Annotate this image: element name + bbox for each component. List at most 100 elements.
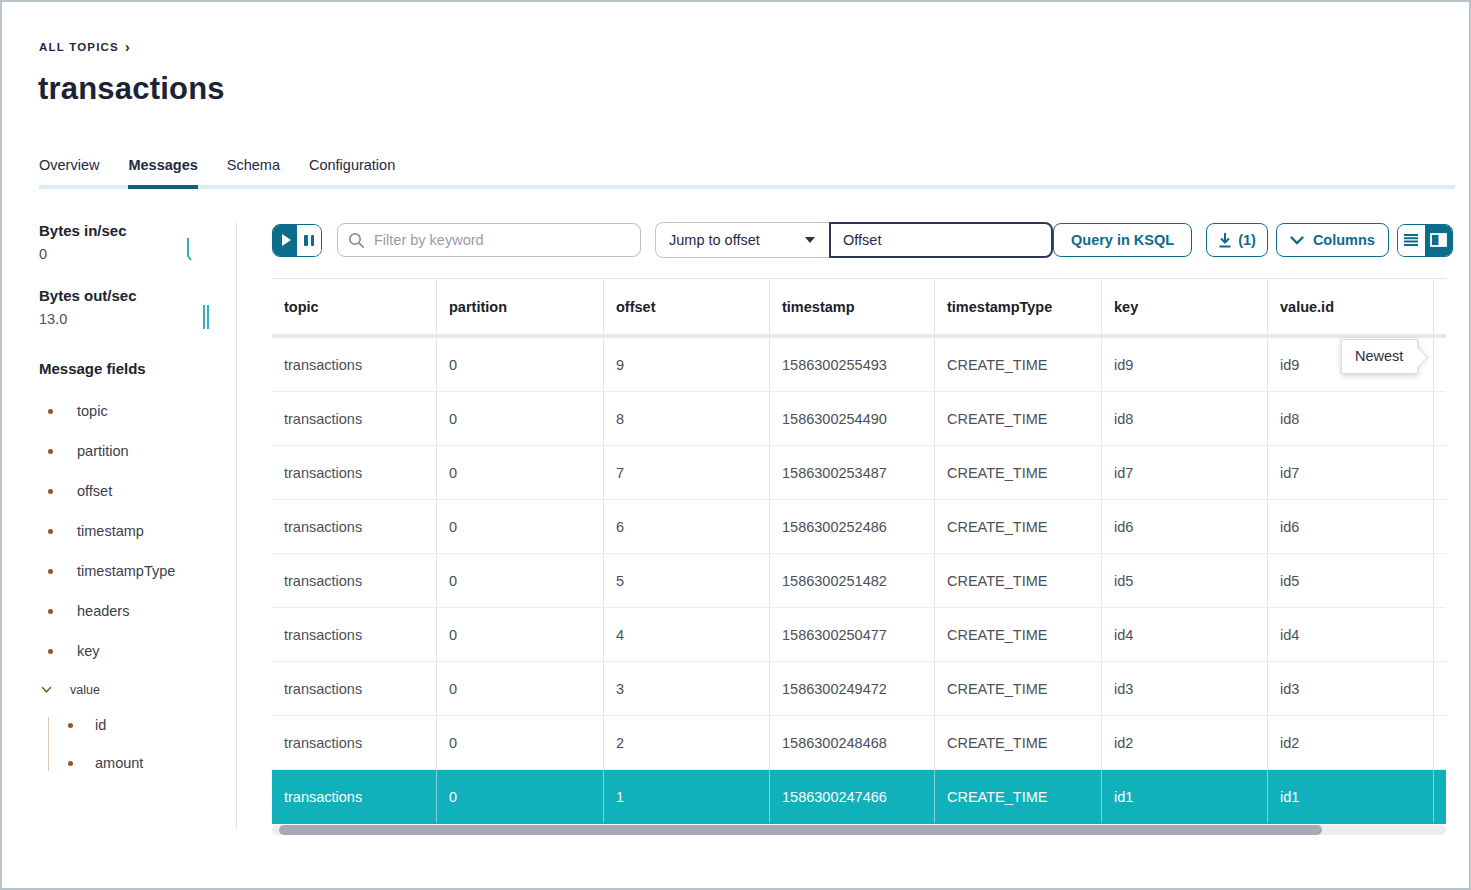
sidebar-field-timestamptype[interactable]: timestampType	[39, 563, 236, 579]
list-view-icon	[1403, 233, 1419, 247]
table-cell-stub	[1434, 446, 1446, 499]
sidebar-field-label: topic	[77, 403, 108, 419]
download-count: (1)	[1238, 232, 1256, 248]
sidebar-field-amount[interactable]: amount	[60, 755, 236, 771]
horizontal-scrollbar-track[interactable]	[272, 825, 1446, 835]
table-row[interactable]: transactions071586300253487CREATE_TIMEid…	[272, 446, 1446, 500]
view-mode-toggle	[1397, 224, 1453, 257]
table-cell: 1586300251482	[770, 554, 935, 607]
columns-button[interactable]: Columns	[1276, 223, 1389, 257]
sidebar-field-label: value	[70, 683, 100, 697]
table-cell-stub	[1434, 608, 1446, 661]
tab-configuration[interactable]: Configuration	[309, 157, 395, 185]
tab-bar: Overview Messages Schema Configuration	[39, 157, 1455, 189]
split-view-button[interactable]	[1425, 225, 1452, 256]
table-cell: transactions	[272, 662, 437, 715]
sidebar-field-headers[interactable]: headers	[39, 603, 236, 619]
table-cell-stub	[1434, 338, 1446, 391]
table-cell: 3	[604, 662, 770, 715]
table-cell: transactions	[272, 338, 437, 391]
table-cell: 7	[604, 446, 770, 499]
table-cell: id7	[1268, 446, 1434, 499]
column-header-stub	[1434, 279, 1446, 334]
sidebar-field-topic[interactable]: topic	[39, 403, 236, 419]
main-panel: Jump to offset Query in KSQL (1)	[272, 222, 1446, 835]
breadcrumb-label: ALL TOPICS	[39, 41, 119, 53]
table-cell: CREATE_TIME	[935, 392, 1102, 445]
column-header-value-id: value.id	[1268, 279, 1434, 334]
sidebar-field-label: partition	[77, 443, 129, 459]
chevron-down-icon	[41, 686, 52, 694]
table-cell: 6	[604, 500, 770, 553]
list-view-button[interactable]	[1398, 225, 1425, 256]
offset-input[interactable]	[829, 222, 1053, 258]
table-row[interactable]: transactions051586300251482CREATE_TIMEid…	[272, 554, 1446, 608]
table-cell: 0	[437, 662, 604, 715]
table-cell: 1	[604, 770, 770, 823]
table-cell: transactions	[272, 392, 437, 445]
table-cell: id2	[1102, 716, 1268, 769]
query-in-ksql-button[interactable]: Query in KSQL	[1053, 223, 1192, 257]
pause-button[interactable]	[297, 225, 321, 256]
tab-schema[interactable]: Schema	[227, 157, 280, 185]
metric-bytes-out: Bytes out/sec 13.0	[39, 287, 236, 327]
metric-label: Bytes in/sec	[39, 222, 236, 239]
table-cell-stub	[1434, 554, 1446, 607]
caret-down-icon	[805, 237, 815, 243]
newest-tooltip: Newest	[1341, 339, 1418, 374]
sidebar-field-label: id	[95, 717, 106, 733]
sidebar-field-offset[interactable]: offset	[39, 483, 236, 499]
table-row[interactable]: transactions031586300249472CREATE_TIMEid…	[272, 662, 1446, 716]
table-row[interactable]: transactions041586300250477CREATE_TIMEid…	[272, 608, 1446, 662]
table-cell: transactions	[272, 608, 437, 661]
table-cell: id6	[1268, 500, 1434, 553]
table-row[interactable]: transactions091586300255493CREATE_TIMEid…	[272, 338, 1446, 392]
table-cell: id4	[1102, 608, 1268, 661]
sidebar-field-label: key	[77, 643, 100, 659]
table-cell: 1586300248468	[770, 716, 935, 769]
sidebar-field-partition[interactable]: partition	[39, 443, 236, 459]
toolbar: Jump to offset Query in KSQL (1)	[272, 222, 1446, 258]
table-cell: id7	[1102, 446, 1268, 499]
column-header-partition: partition	[437, 279, 604, 334]
table-row[interactable]: transactions061586300252486CREATE_TIMEid…	[272, 500, 1446, 554]
value-subfields: id amount	[48, 717, 236, 771]
table-row[interactable]: transactions011586300247466CREATE_TIMEid…	[272, 770, 1446, 824]
table-cell: transactions	[272, 446, 437, 499]
table-cell: id2	[1268, 716, 1434, 769]
sidebar-field-timestamp[interactable]: timestamp	[39, 523, 236, 539]
table-cell: CREATE_TIME	[935, 554, 1102, 607]
column-header-key: key	[1102, 279, 1268, 334]
jump-to-select[interactable]: Jump to offset	[655, 222, 829, 258]
table-cell: id6	[1102, 500, 1268, 553]
table-row[interactable]: transactions021586300248468CREATE_TIMEid…	[272, 716, 1446, 770]
bullet-icon	[48, 529, 53, 534]
table-cell: 2	[604, 716, 770, 769]
table-cell: 0	[437, 392, 604, 445]
breadcrumb[interactable]: ALL TOPICS ›	[39, 39, 130, 55]
play-button[interactable]	[273, 225, 297, 256]
bullet-icon	[48, 489, 53, 494]
sidebar-field-value[interactable]: value	[39, 683, 236, 697]
sidebar-field-key[interactable]: key	[39, 643, 236, 659]
table-cell: 5	[604, 554, 770, 607]
column-header-offset: offset	[604, 279, 770, 334]
content-area: Bytes in/sec 0 Bytes out/sec 13.0 Messag…	[2, 222, 1469, 835]
download-button[interactable]: (1)	[1206, 223, 1268, 257]
table-row[interactable]: transactions081586300254490CREATE_TIMEid…	[272, 392, 1446, 446]
tab-overview[interactable]: Overview	[39, 157, 99, 185]
sidebar-field-id[interactable]: id	[60, 717, 236, 733]
tab-messages[interactable]: Messages	[128, 157, 197, 185]
horizontal-scrollbar-thumb[interactable]	[279, 825, 1322, 835]
topic-message-browser-page: ALL TOPICS › transactions Overview Messag…	[0, 0, 1471, 890]
sidebar-field-label: offset	[77, 483, 112, 499]
table-cell: CREATE_TIME	[935, 662, 1102, 715]
keyword-filter-input[interactable]	[374, 232, 630, 248]
table-cell: 8	[604, 392, 770, 445]
play-pause-toggle	[272, 224, 322, 257]
table-cell: CREATE_TIME	[935, 338, 1102, 391]
sidebar: Bytes in/sec 0 Bytes out/sec 13.0 Messag…	[39, 222, 237, 829]
sidebar-field-label: timestampType	[77, 563, 175, 579]
messages-table: topicpartitionoffsettimestamptimestampTy…	[272, 278, 1446, 835]
table-cell: 0	[437, 446, 604, 499]
